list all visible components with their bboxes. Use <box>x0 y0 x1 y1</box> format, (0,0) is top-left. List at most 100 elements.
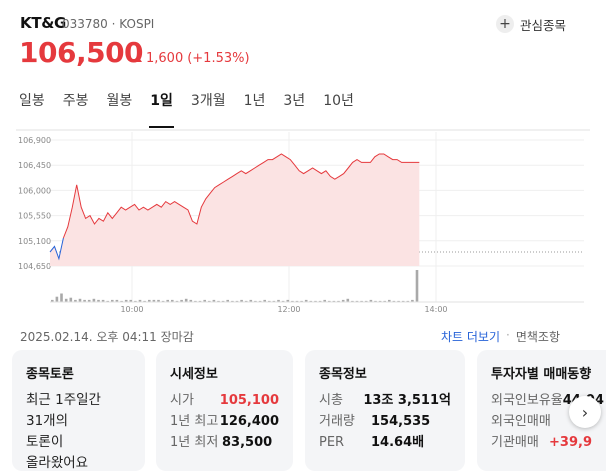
volume-row: 거래량 154,535 <box>319 411 451 432</box>
y-tick-label: 106,000 <box>18 186 51 195</box>
volume-bar <box>138 299 142 302</box>
volume-bar <box>97 299 100 302</box>
disclaimer-link[interactable]: 면책조항 <box>515 330 561 344</box>
plus-icon: + <box>496 15 514 33</box>
volume-bar <box>415 270 419 302</box>
row-value: 14.64배 <box>371 435 425 450</box>
row-label: 1년 최고 <box>170 414 219 429</box>
volume-bar <box>341 299 345 302</box>
row-label: 외국인보유율 <box>491 393 563 408</box>
row-value: +39,9 <box>549 435 592 450</box>
volume-bar <box>134 300 137 302</box>
year-low-row: 1년 최저 83,500 <box>170 432 279 453</box>
volume-bar <box>87 299 91 302</box>
volume-bar <box>129 299 133 302</box>
institution-row: 기관매매 +39,9 <box>491 432 592 453</box>
volume-bar <box>392 300 396 302</box>
tab-10year[interactable]: 10년 <box>323 93 354 109</box>
tab-3month[interactable]: 3개월 <box>190 93 226 109</box>
market-cap-row: 시총 13조 3,511억 <box>319 390 451 411</box>
row-label: 시총 <box>319 393 343 408</box>
current-price: 106,500 <box>19 36 144 69</box>
card-title: 시세정보 <box>170 367 218 382</box>
volume-bar <box>272 300 276 302</box>
volume-bar <box>332 300 336 302</box>
tab-monthly[interactable]: 월봉 <box>106 93 133 109</box>
change-amount: 1,600 <box>146 51 184 66</box>
open-row: 시가 105,100 <box>170 390 279 411</box>
row-value: 154,535 <box>371 414 431 429</box>
row-value: 105,100 <box>219 393 279 408</box>
market-info-card[interactable]: 시세정보 시가 105,100 1년 최고 126,400 1년 최저 83,5… <box>156 350 293 471</box>
up-arrow-icon <box>134 55 142 62</box>
volume-bar <box>51 299 54 302</box>
stock-info-card[interactable]: 종목정보 시총 13조 3,511억 거래량 154,535 PER 14.64… <box>305 350 465 471</box>
x-tick-label: 14:00 <box>424 305 447 314</box>
stock-header: KT&G 033780 · KOSPI + 관심종목 106,500 1,600… <box>0 0 606 90</box>
summary-cards: 종목토론 최근 1주일간 31개의 토론이 올라왔어요 시세정보 시가 105,… <box>0 350 606 471</box>
volume-bar <box>295 300 299 302</box>
volume-bar <box>180 299 183 302</box>
discussion-line: 최근 1주일간 <box>26 392 101 408</box>
volume-bar <box>124 299 128 302</box>
tab-weekly[interactable]: 주봉 <box>62 93 89 109</box>
price-line <box>62 153 420 239</box>
volume-bar <box>78 298 82 302</box>
volume-bar <box>69 297 73 302</box>
link-separator: · <box>506 328 510 342</box>
volume-bar <box>189 299 193 302</box>
volume-bar <box>337 300 340 302</box>
price-area-fill <box>50 154 420 266</box>
volume-bar <box>235 300 239 302</box>
volume-bar <box>198 300 202 302</box>
volume-bar <box>221 300 225 302</box>
volume-bar <box>106 300 109 302</box>
volume-bar <box>208 300 211 302</box>
tab-1year[interactable]: 1년 <box>243 93 266 109</box>
intraday-chart[interactable]: 106,900 106,450 106,000 105,550 105,100 104,6… <box>0 128 606 318</box>
discussion-card[interactable]: 종목토론 최근 1주일간 31개의 토론이 올라왔어요 <box>12 350 145 471</box>
volume-bar <box>263 299 266 302</box>
volume-bar <box>309 300 313 302</box>
volume-bar <box>258 300 262 302</box>
volume-bar <box>304 299 308 302</box>
next-card-button[interactable]: › <box>569 396 601 428</box>
price-change: 1,600 (+1.53%) <box>134 51 250 66</box>
volume-bar <box>171 299 174 302</box>
chart-more-link[interactable]: 차트 더보기 <box>441 330 501 344</box>
volume-bar <box>411 299 414 302</box>
tab-daily[interactable]: 일봉 <box>19 93 45 109</box>
volume-bar <box>161 300 165 302</box>
discussion-line: 31개의 <box>26 413 69 429</box>
x-tick-label: 12:00 <box>277 305 300 314</box>
volume-bar <box>346 298 350 302</box>
stock-market: KOSPI <box>119 17 155 31</box>
y-tick-label: 106,900 <box>18 136 51 145</box>
y-tick-label: 104,650 <box>18 262 51 271</box>
change-percent: (+1.53%) <box>187 51 250 66</box>
volume-bar <box>157 299 160 302</box>
volume-bar <box>300 300 303 302</box>
stock-code: 033780 <box>62 17 108 31</box>
volume-bar <box>60 293 63 302</box>
tab-3year[interactable]: 3년 <box>283 93 306 109</box>
volume-bar <box>360 300 363 302</box>
chevron-right-icon: › <box>581 402 589 422</box>
stock-name[interactable]: KT&G <box>20 14 67 32</box>
add-watchlist-button[interactable]: + 관심종목 <box>496 12 566 36</box>
volume-bar <box>314 300 317 302</box>
row-label: 기관매매 <box>491 435 539 450</box>
volume-bar <box>148 299 151 302</box>
volume-bar <box>64 298 68 302</box>
tab-1day[interactable]: 1일 <box>141 86 182 128</box>
volume-bar <box>291 300 294 302</box>
volume-bar <box>152 299 156 302</box>
volume-bar <box>374 300 377 302</box>
volume-bar <box>74 299 77 302</box>
volume-bar <box>388 299 391 302</box>
volume-bar <box>101 299 105 302</box>
card-title: 종목정보 <box>319 367 367 382</box>
volume-bar <box>286 299 290 302</box>
volume-bar <box>83 299 86 302</box>
per-row: PER 14.64배 <box>319 432 451 453</box>
